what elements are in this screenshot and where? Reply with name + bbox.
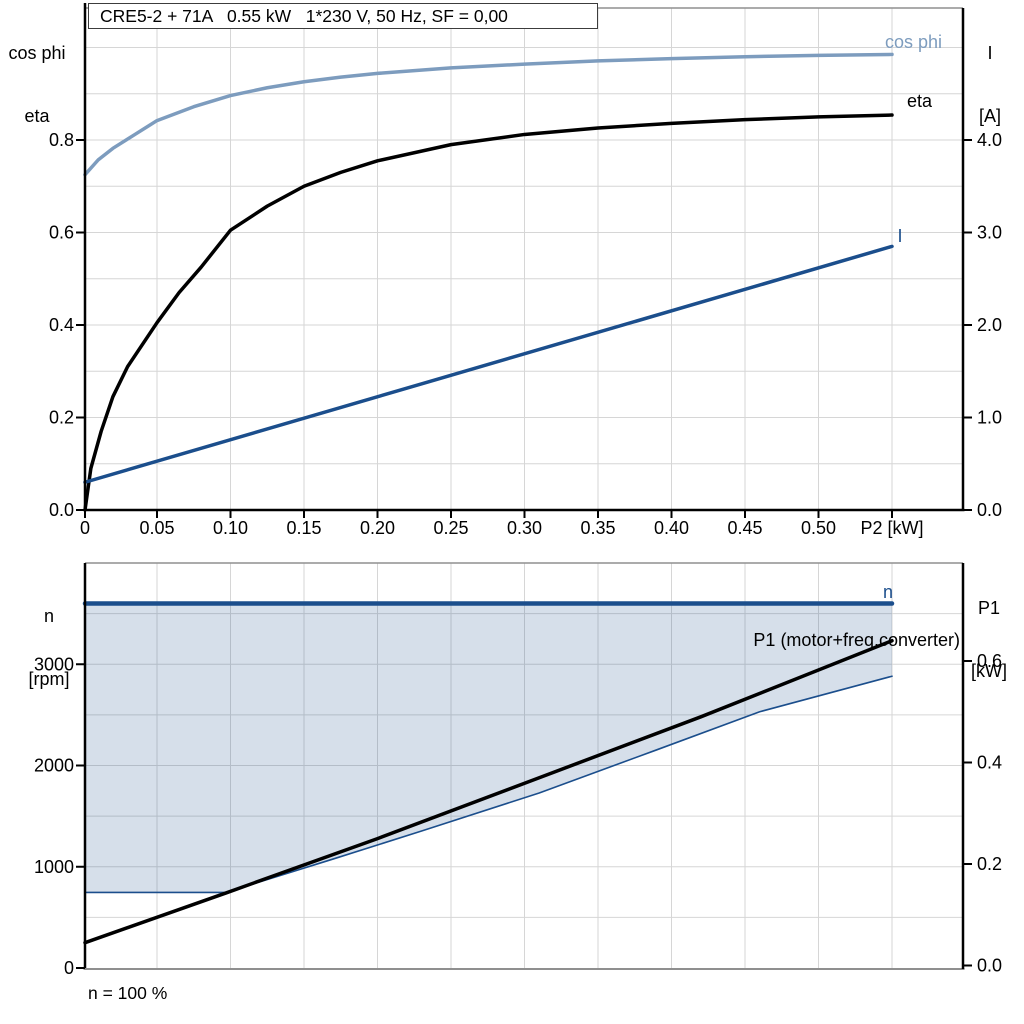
left-tick-label: 2000 [34, 756, 74, 776]
right-tick-label: 3.0 [977, 223, 1002, 243]
bottom-chart-tick-labels: 0 1000 2000 3000 0.0 0.2 0.4 0.6 [34, 651, 1002, 978]
curve-label-cos-phi: cos phi [885, 32, 942, 52]
top-chart-axes [76, 3, 972, 518]
current-axis-label: I [987, 43, 993, 63]
speed-axis-label: n [43, 606, 54, 626]
curve-label-p1-motor-freq-converter: P1 (motor+freq.converter) [753, 630, 960, 650]
curve-label-eta: eta [907, 91, 933, 111]
x-tick-label: 0.50 [801, 518, 836, 538]
left-tick-label: 0 [64, 958, 74, 978]
x-tick-label: 0.10 [213, 518, 248, 538]
left-tick-label: 0.8 [49, 130, 74, 150]
x-tick-label: 0.20 [360, 518, 395, 538]
series-cos-phi [83, 52, 894, 177]
bottom-chart-axes [76, 563, 972, 970]
left-tick-label: 1000 [34, 857, 74, 877]
curve-label-n: n [883, 582, 893, 602]
x-tick-label: 0.05 [139, 518, 174, 538]
x-tick-label: 0.30 [507, 518, 542, 538]
operating-area [85, 603, 892, 893]
left-tick-label: 0.4 [49, 315, 74, 335]
p1-axis-label: P1 [977, 598, 1001, 618]
x-tick-label: P2 [kW] [860, 518, 923, 538]
bottom-left-axis-label: n [rpm] [20, 564, 78, 732]
kw-unit-label: [kW] [971, 661, 1007, 681]
left-tick-label: 3000 [34, 654, 74, 674]
right-tick-label: 0.2 [977, 854, 1002, 874]
bottom-right-axis-label: P1 [kW] [962, 556, 1016, 724]
top-chart-grid [85, 8, 963, 510]
bottom-chart-series [82, 601, 895, 945]
x-tick-label: 0.15 [286, 518, 321, 538]
x-tick-label: 0 [80, 518, 90, 538]
left-tick-label: 0.0 [49, 500, 74, 520]
left-tick-label: 0.2 [49, 408, 74, 428]
series-p1-motor-freq-converter [83, 638, 894, 945]
right-tick-label: 4.0 [977, 130, 1002, 150]
rpm-unit-label: [rpm] [28, 669, 70, 689]
right-tick-label: 0.0 [977, 500, 1002, 520]
x-tick-label: 0.45 [727, 518, 762, 538]
top-chart-series [83, 52, 894, 512]
top-left-axis-label: cos phi eta [5, 1, 69, 169]
cos-phi-axis-label: cos phi [8, 43, 66, 63]
curve-label-i: I [897, 226, 902, 246]
bottom-chart: 0 1000 2000 3000 0.0 0.2 0.4 0.6 n P1 (motor+freq… [34, 562, 1002, 978]
speed-footnote: n = 100 % [88, 983, 168, 1003]
right-tick-label: 2.0 [977, 315, 1002, 335]
series-i [83, 244, 894, 484]
x-tick-label: 0.40 [654, 518, 689, 538]
left-tick-label: 0.6 [49, 223, 74, 243]
bottom-chart-grid [85, 563, 963, 968]
top-right-axis-label: I [A] [966, 1, 1014, 169]
right-tick-label: 0.0 [977, 956, 1002, 976]
series-eta [83, 113, 894, 512]
right-tick-label: 0.6 [977, 651, 1002, 671]
chart-title: CRE5-2 + 71A 0.55 kW 1*230 V, 50 Hz, SF … [88, 3, 598, 29]
top-chart: 0 0.05 0.10 0.15 0.20 0.25 0.30 0.35 0.40 0.45 0.5… [49, 3, 1002, 538]
x-tick-label: 0.25 [433, 518, 468, 538]
right-tick-label: 0.4 [977, 753, 1002, 773]
ampere-unit-label: [A] [978, 106, 1001, 126]
right-tick-label: 1.0 [977, 408, 1002, 428]
top-chart-tick-labels: 0 0.05 0.10 0.15 0.20 0.25 0.30 0.35 0.40 0.45 0.5… [49, 130, 1002, 538]
eta-axis-label: eta [24, 106, 50, 126]
x-tick-label: 0.35 [580, 518, 615, 538]
